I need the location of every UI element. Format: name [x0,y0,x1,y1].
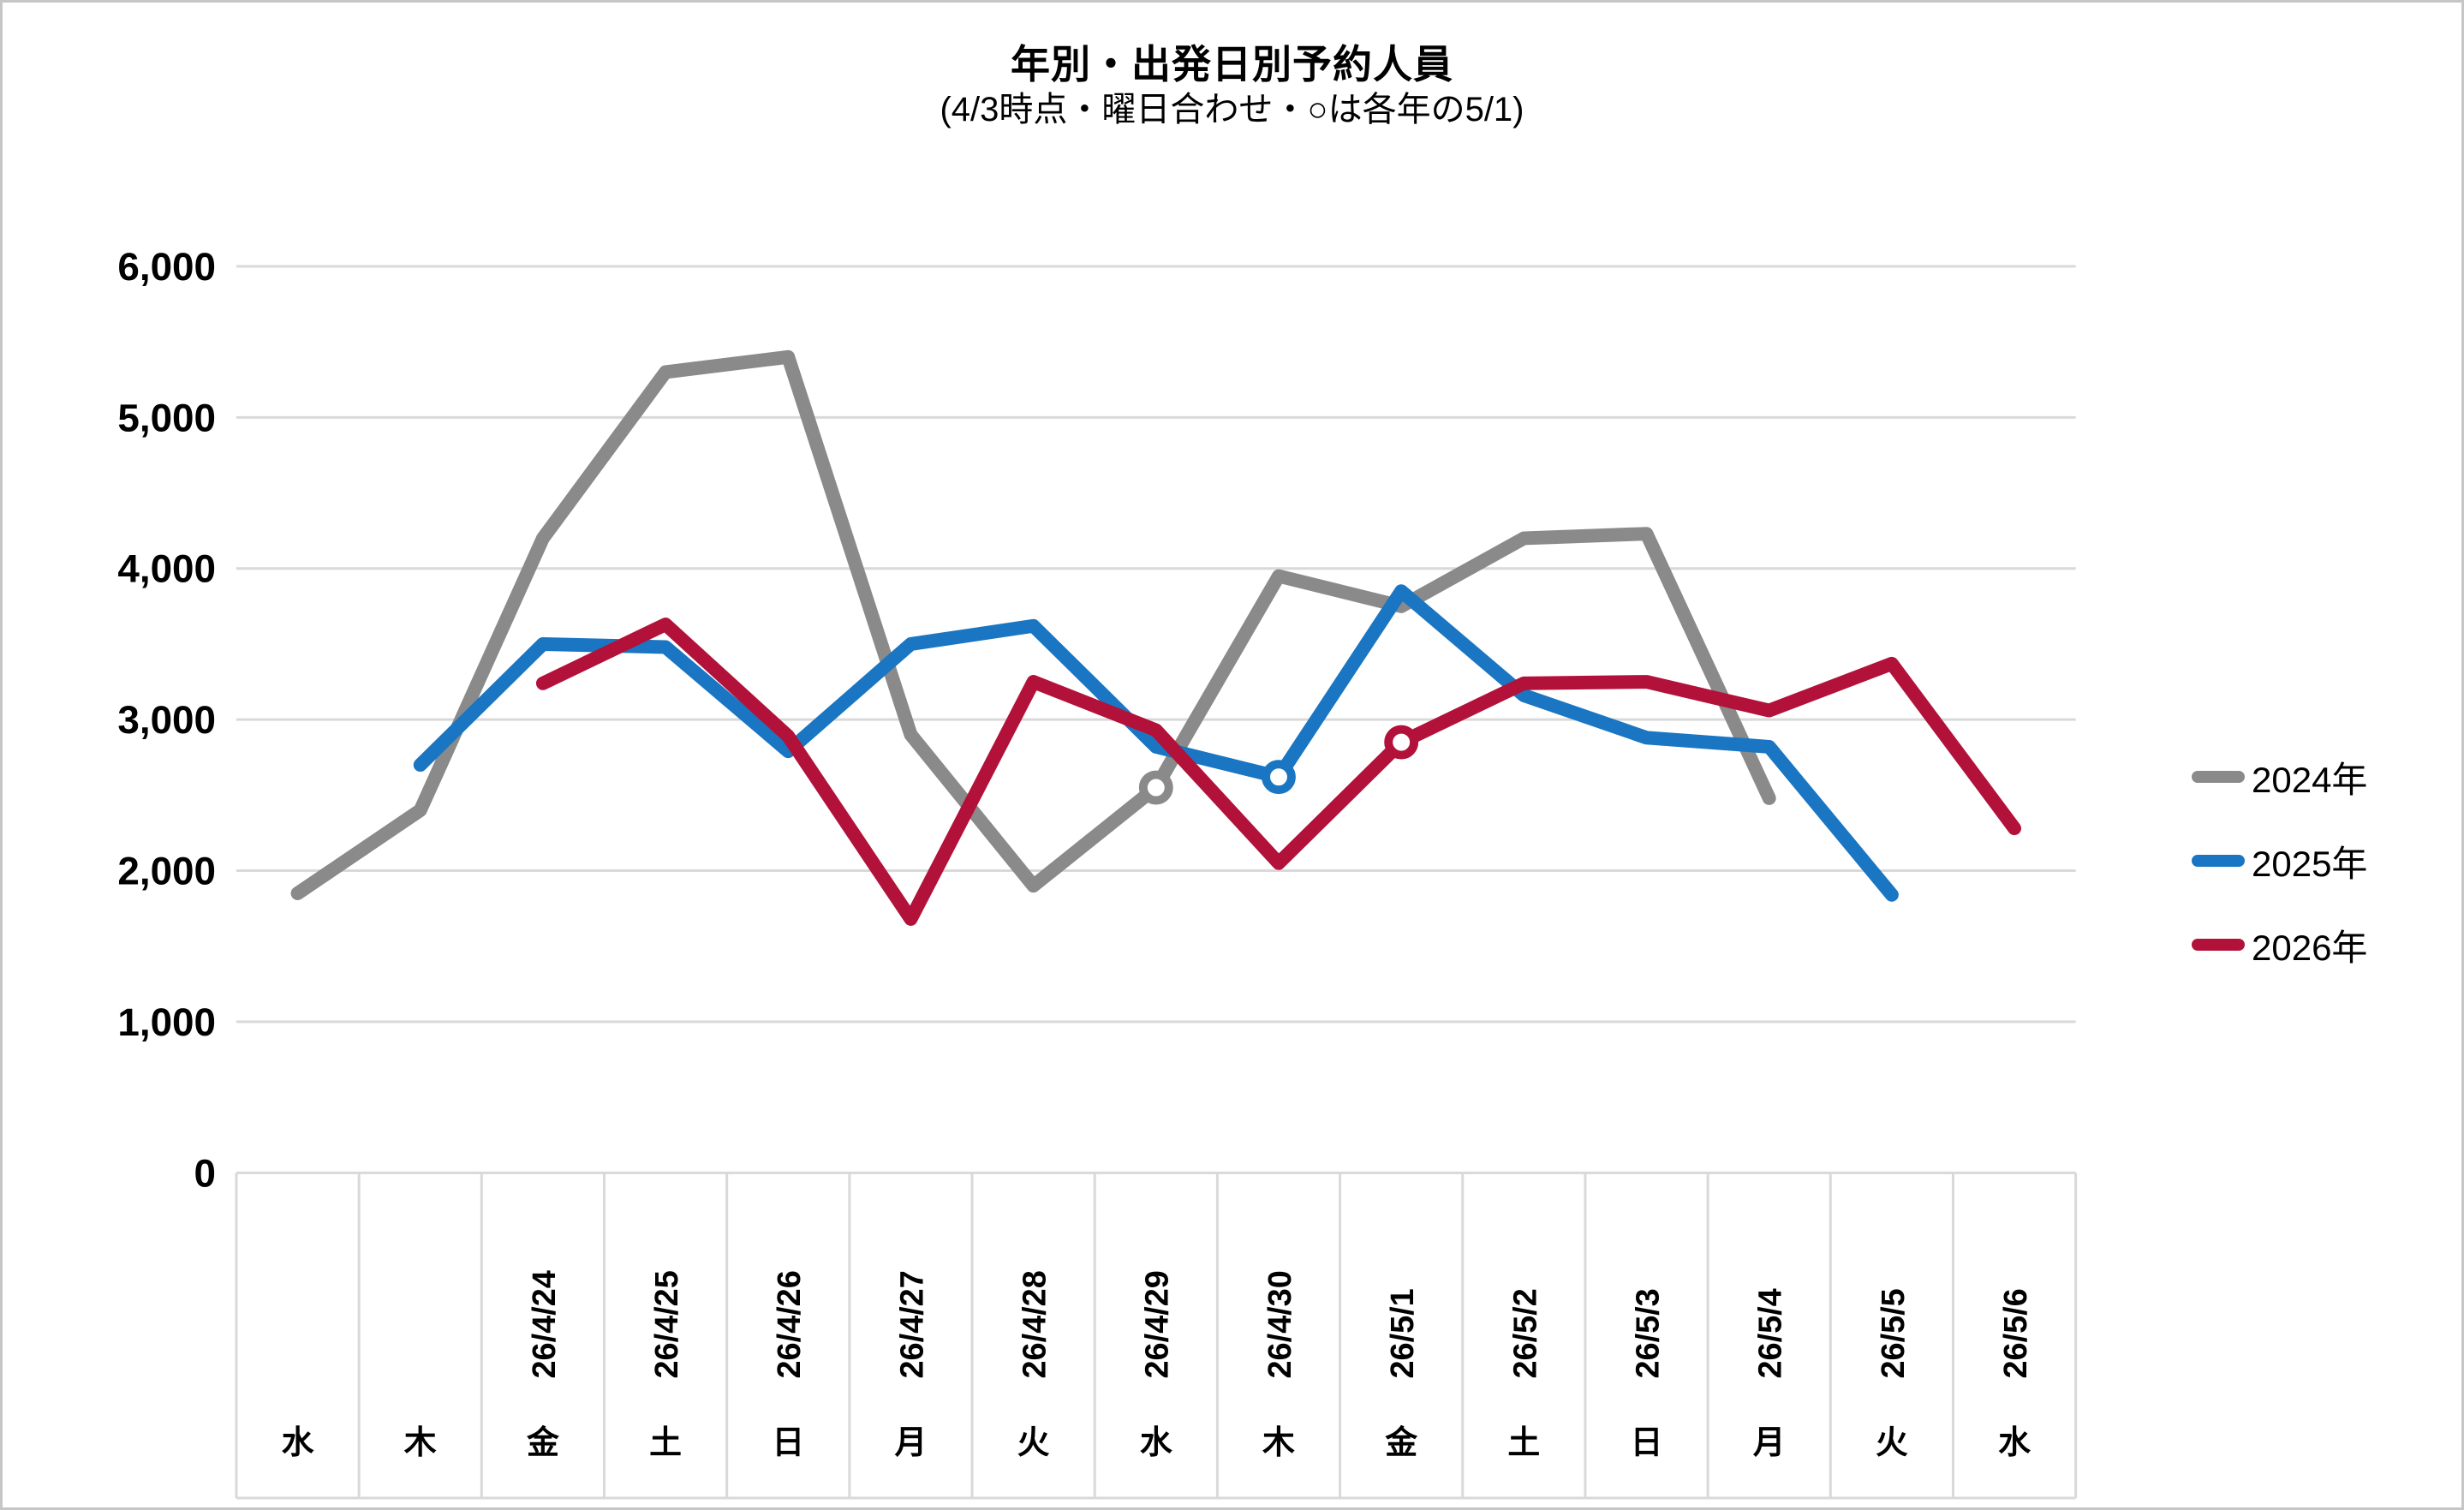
y-axis-tick-label: 4,000 [117,547,216,591]
x-axis-date-label: 26/5/3 [1630,1288,1666,1378]
x-axis-date-label: 26/5/6 [1998,1288,2034,1378]
y-axis-tick-label: 1,000 [117,1000,216,1044]
y-axis-tick-label: 2,000 [117,849,216,892]
x-axis-date-label: 26/4/27 [894,1270,930,1378]
x-axis-weekday-label: 木 [1262,1425,1295,1461]
x-axis-date-label: 26/5/4 [1753,1288,1789,1378]
x-axis-weekday-label: 火 [1876,1425,1908,1461]
x-axis-weekday-label: 火 [1017,1425,1050,1461]
legend-item: 2025年 [2192,840,2367,884]
line-chart-svg: 0 1,000 2,000 3,000 4,000 5,000 6,000 26/4/24 26… [117,245,2078,1500]
x-axis-weekday-label: 金 [1384,1424,1417,1461]
series-line-2024年 [290,349,1776,900]
x-axis-weekday-label: 土 [1507,1425,1540,1461]
x-axis-weekday-label: 水 [1998,1425,2031,1461]
legend-label: 2024年 [2252,759,2368,800]
y-axis-tick-label: 6,000 [117,245,216,289]
legend: 2024年 2025年 2026年 [2192,756,2367,1008]
x-axis-weekday-label: 日 [1631,1425,1663,1461]
legend-swatch [2192,771,2245,783]
x-axis-weekday-label: 水 [282,1425,314,1461]
x-axis-weekday-label: 日 [772,1425,804,1461]
x-axis-date-label: 26/4/24 [527,1270,563,1378]
x-axis-weekday-label: 水 [1140,1425,1172,1461]
x-axis-weekday-label: 土 [649,1425,682,1461]
may1-marker-2024年 [1138,770,1173,805]
x-axis-date-label: 26/4/26 [772,1270,808,1378]
y-axis-tick-label: 5,000 [117,396,216,439]
legend-item: 2024年 [2192,756,2367,800]
chart-subtitle: (4/3時点・曜日合わせ・○は各年の5/1) [940,91,1524,128]
x-axis-date-label: 26/4/30 [1262,1270,1298,1378]
x-axis-weekday-label: 木 [404,1425,437,1461]
x-axis-date-label: 26/5/1 [1385,1288,1421,1378]
series-line-2026年 [535,618,2022,926]
y-axis-tick-label: 3,000 [117,698,216,742]
x-axis-date-label: 26/5/5 [1876,1288,1912,1378]
y-axis-tick-label: 0 [194,1151,217,1195]
may1-marker-2025年 [1262,760,1296,795]
x-axis-weekday-label: 月 [1753,1425,1786,1461]
legend-item: 2026年 [2192,924,2367,968]
x-axis-date-label: 26/4/25 [649,1270,685,1378]
may1-marker-2026年 [1384,725,1419,760]
x-axis-weekday-label: 月 [895,1425,928,1461]
chart-title: 年別・出発日別予約人員 [1011,42,1453,87]
legend-label: 2026年 [2252,927,2368,968]
x-axis-date-label: 26/4/29 [1140,1270,1176,1378]
legend-swatch [2192,939,2245,951]
legend-swatch [2192,855,2245,867]
x-axis-date-label: 26/4/28 [1017,1270,1053,1378]
x-axis-weekday-label: 金 [526,1424,559,1461]
x-axis-date-label: 26/5/2 [1507,1288,1543,1378]
series-line-2025年 [413,584,1899,902]
legend-label: 2025年 [2252,843,2368,884]
